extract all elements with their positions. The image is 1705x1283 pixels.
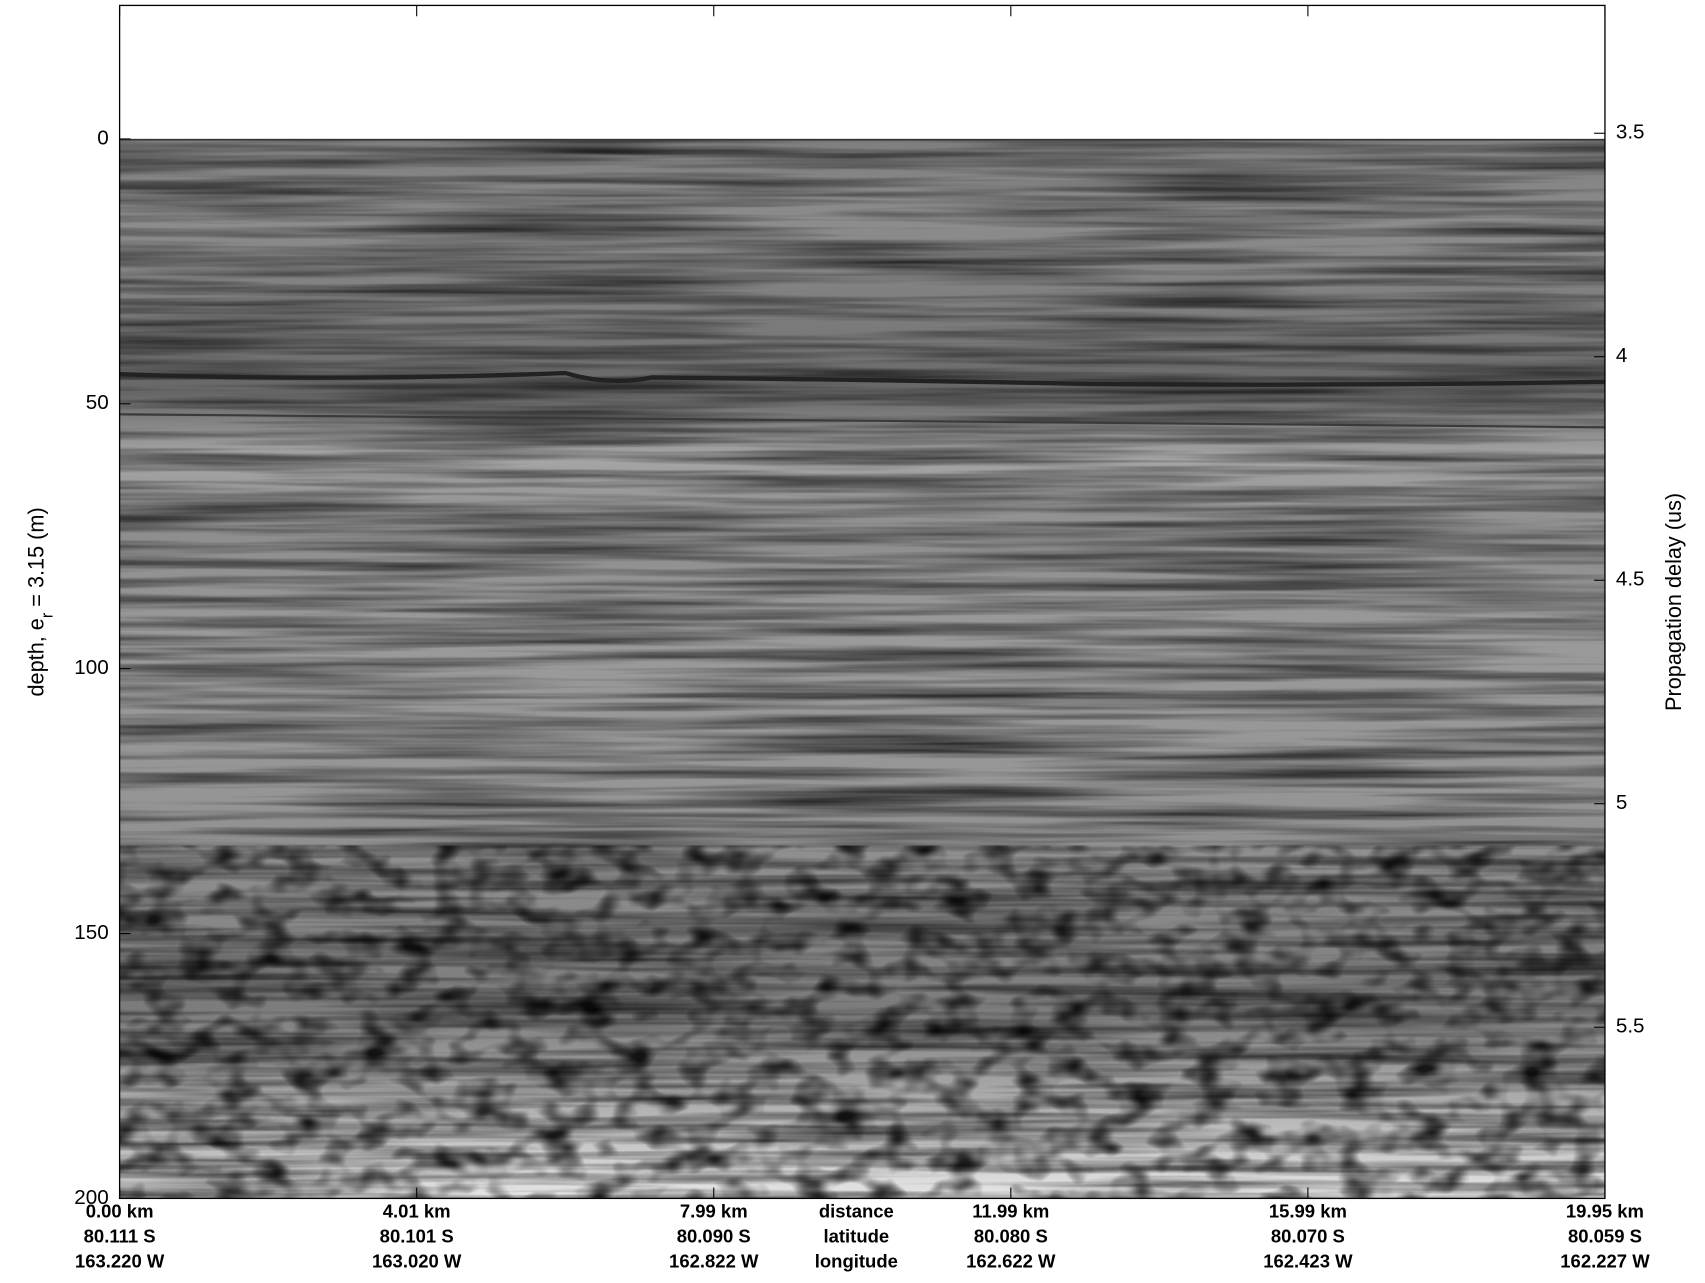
y2-tick-label: 3.5 <box>1616 121 1645 144</box>
x-tick-label: 162.622 W <box>966 1250 1056 1271</box>
x-tick-label: 162.227 W <box>1560 1250 1650 1271</box>
x-tick-label: 0.00 km <box>86 1200 154 1221</box>
x-tick-label: 80.080 S <box>974 1225 1048 1246</box>
y-tick-label: 150 <box>74 921 108 944</box>
x-tick-label: 163.220 W <box>75 1250 165 1271</box>
x-tick-label: 80.059 S <box>1568 1225 1642 1246</box>
y2-tick-label: 5 <box>1616 791 1627 814</box>
x-tick-label: 162.423 W <box>1263 1250 1353 1271</box>
y2-axis-label: Propagation delay (us) <box>1661 493 1686 711</box>
x-row-label: longitude <box>815 1250 898 1271</box>
x-row-label: latitude <box>823 1225 889 1246</box>
radar-image <box>119 138 1605 1199</box>
x-tick-label: 7.99 km <box>680 1200 748 1221</box>
x-row-label: distance <box>819 1200 894 1221</box>
y2-tick-label: 4 <box>1616 344 1627 367</box>
plot-frame <box>118 4 1606 1200</box>
x-tick-label: 80.090 S <box>677 1225 751 1246</box>
y-tick-label: 200 <box>74 1186 108 1209</box>
x-tick-label: 162.822 W <box>669 1250 759 1271</box>
x-tick-label: 80.111 S <box>84 1225 156 1246</box>
x-tick-label: 15.99 km <box>1269 1200 1347 1221</box>
y-axis-label: depth, er = 3.15 (m) <box>23 507 56 696</box>
x-tick-label: 80.070 S <box>1271 1225 1345 1246</box>
x-tick-label: 80.101 S <box>380 1225 454 1246</box>
y-tick-label: 50 <box>86 391 109 414</box>
x-tick-label: 19.95 km <box>1566 1200 1644 1221</box>
y-tick-label: 100 <box>74 656 108 679</box>
x-tick-label: 11.99 km <box>972 1200 1049 1221</box>
x-tick-label: 163.020 W <box>372 1250 462 1271</box>
y2-tick-label: 4.5 <box>1616 568 1645 591</box>
y-tick-label: 0 <box>97 126 108 149</box>
x-tick-label: 4.01 km <box>383 1200 451 1221</box>
y2-tick-label: 5.5 <box>1616 1015 1645 1038</box>
